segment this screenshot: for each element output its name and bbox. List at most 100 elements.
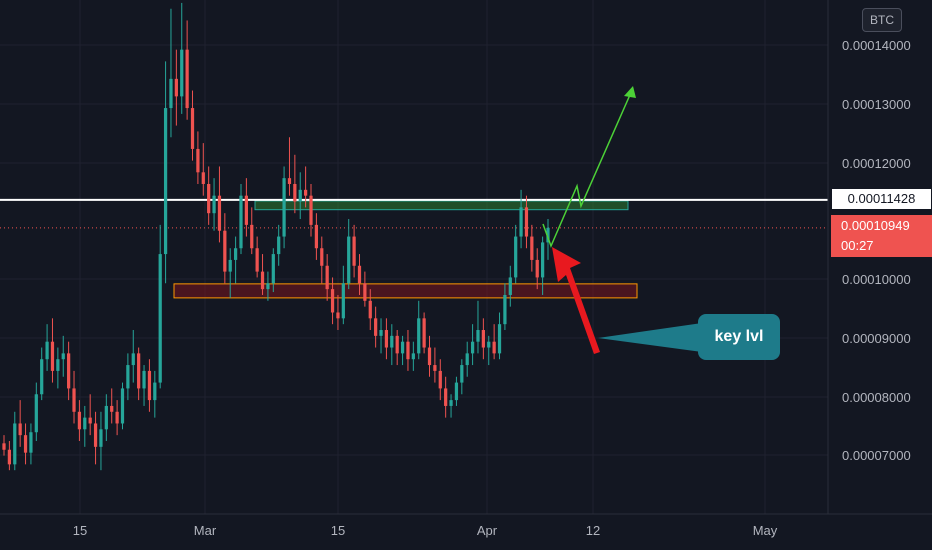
- candle: [422, 312, 426, 354]
- price-axis[interactable]: 0.00014000 0.00013000 0.00012000 0.00010000…: [827, 0, 932, 550]
- x-tick-label: 12: [586, 523, 600, 538]
- candle: [368, 289, 372, 331]
- candle: [104, 394, 108, 441]
- candle: [169, 8, 173, 138]
- candle-body: [433, 365, 437, 371]
- candle: [190, 90, 195, 161]
- candle-body: [163, 108, 168, 255]
- candle-body: [23, 435, 28, 453]
- candle-body: [395, 335, 399, 354]
- candle-body: [169, 78, 173, 109]
- candle-body: [330, 289, 335, 313]
- symbol-badge[interactable]: BTC: [862, 8, 902, 32]
- support-zone[interactable]: [173, 283, 638, 299]
- candle-body: [137, 353, 141, 389]
- candle: [444, 376, 448, 418]
- candle: [470, 324, 475, 366]
- candle: [363, 271, 367, 307]
- forecast-path[interactable]: [542, 87, 634, 249]
- resistance-zone[interactable]: [254, 200, 629, 211]
- candle: [481, 318, 485, 360]
- candle-body: [142, 370, 146, 389]
- candle-body: [460, 365, 464, 383]
- candle: [244, 178, 248, 237]
- candle: [411, 341, 415, 371]
- candle-body: [465, 353, 469, 366]
- candle-body: [444, 388, 448, 406]
- candle: [492, 324, 496, 360]
- candle-body: [336, 312, 340, 319]
- candle: [110, 388, 114, 424]
- candle: [67, 341, 71, 401]
- candle: [99, 411, 103, 471]
- candle: [142, 365, 146, 406]
- candle: [449, 394, 453, 418]
- candle: [61, 335, 65, 377]
- candle-body: [158, 254, 162, 383]
- candle-body: [298, 189, 302, 202]
- candle-body: [519, 207, 523, 237]
- candle: [147, 359, 152, 412]
- candle-body: [314, 224, 319, 249]
- candle: [347, 219, 351, 290]
- candle: [406, 330, 410, 371]
- candle: [438, 359, 442, 401]
- candle-body: [180, 49, 184, 97]
- candle-body: [13, 423, 17, 465]
- time-axis[interactable]: 15 Mar 15 Apr 12 May: [0, 513, 932, 538]
- candle: [277, 224, 281, 266]
- candle: [298, 172, 302, 220]
- candle: [217, 166, 222, 243]
- candle: [314, 213, 319, 260]
- candle-body: [400, 341, 405, 354]
- candle: [153, 370, 157, 418]
- candle-body: [546, 227, 550, 243]
- candle: [223, 213, 227, 284]
- candle: [514, 224, 518, 284]
- candle-body: [174, 78, 178, 97]
- candle: [460, 359, 464, 395]
- candle-body: [417, 318, 421, 354]
- candle-body: [476, 330, 480, 342]
- candle-body: [45, 341, 49, 360]
- x-tick-label: May: [753, 523, 778, 538]
- candle: [126, 353, 130, 401]
- candle-body: [147, 370, 152, 401]
- candle: [352, 224, 356, 278]
- candle-body: [438, 370, 442, 389]
- candle-body: [217, 195, 222, 231]
- candle-body: [277, 236, 281, 255]
- red-arrow[interactable]: [552, 247, 600, 354]
- candle-body: [83, 417, 87, 430]
- candle: [196, 131, 200, 184]
- candle: [487, 335, 491, 366]
- candle-body: [481, 330, 485, 348]
- candle-body: [190, 108, 195, 149]
- candle: [508, 265, 512, 307]
- x-tick-label: 15: [331, 523, 345, 538]
- key-level-callout[interactable]: key lvl: [698, 314, 780, 360]
- candle: [320, 236, 324, 284]
- candle-body: [384, 330, 389, 348]
- candle-body: [255, 248, 259, 272]
- candle: [163, 61, 168, 284]
- candle-body: [126, 365, 130, 389]
- candle-body: [503, 294, 507, 325]
- candle: [201, 143, 205, 196]
- candle: [535, 248, 539, 290]
- candle: [29, 423, 33, 465]
- candle-body: [540, 242, 545, 278]
- candle-body: [2, 443, 6, 450]
- candle: [137, 347, 141, 401]
- candle: [77, 400, 82, 441]
- candle-body: [120, 388, 125, 424]
- candle-body: [368, 300, 372, 319]
- candle: [379, 318, 383, 354]
- y-tick-label: 0.00008000: [842, 390, 911, 405]
- current-price-label: 0.00010949: [831, 215, 932, 237]
- candle: [282, 166, 286, 249]
- candles: [2, 2, 550, 471]
- candle-body: [287, 178, 292, 184]
